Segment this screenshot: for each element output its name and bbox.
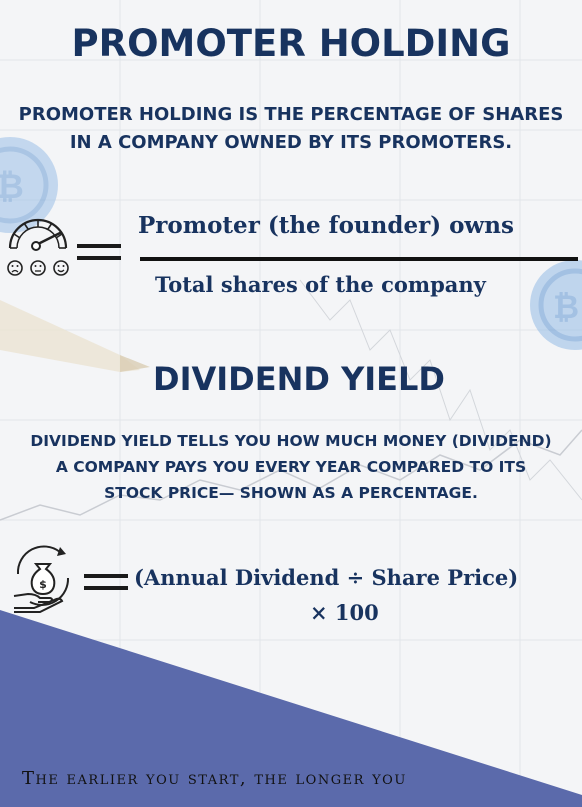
equals-sign-top (84, 574, 128, 578)
equals-sign-bottom (77, 256, 121, 260)
description-line: STOCK PRICE— SHOWN AS A PERCENTAGE. (104, 484, 478, 502)
promoter-holding-description: PROMOTER HOLDING IS THE PERCENTAGE OF SH… (10, 101, 572, 157)
dividend-yield-title: DIVIDEND YIELD (153, 360, 445, 398)
dividend-formula-line2: × 100 (310, 600, 379, 625)
description-line: A COMPANY PAYS YOU EVERY YEAR COMPARED T… (55, 458, 527, 476)
pencil-shape (0, 300, 140, 372)
equals-sign-top (77, 244, 121, 248)
money-bag-hand-icon: $ (13, 545, 70, 613)
description-line: IN A COMPANY OWNED BY ITS PROMOTERS. (69, 132, 513, 153)
equals-sign-bottom (84, 586, 128, 590)
description-line: DIVIDEND YIELD TELLS YOU HOW MUCH MONEY … (30, 432, 552, 450)
formula-denominator: Total shares of the company (155, 272, 486, 297)
formula-numerator: Promoter (the founder) owns (138, 212, 514, 239)
promoter-holding-title: PROMOTER HOLDING (71, 22, 511, 65)
fraction-bar (140, 257, 578, 261)
svg-text:$: $ (39, 578, 47, 591)
description-line: PROMOTER HOLDING IS THE PERCENTAGE OF SH… (18, 104, 564, 125)
dividend-yield-description: DIVIDEND YIELD TELLS YOU HOW MUCH MONEY … (10, 428, 572, 506)
svg-text:₿: ₿ (0, 167, 24, 207)
right-coin-shape: ₿ (530, 260, 582, 350)
footer-text: The earlier you start, the longer you (22, 768, 407, 789)
dividend-formula-line1: (Annual Dividend ÷ Share Price) (134, 565, 519, 590)
corner-shape (0, 610, 582, 807)
left-coin-shape: ₿ (0, 137, 58, 233)
faint-stock-line (0, 429, 582, 521)
svg-text:₿: ₿ (553, 288, 579, 326)
sentiment-gauge-icon (7, 218, 69, 276)
